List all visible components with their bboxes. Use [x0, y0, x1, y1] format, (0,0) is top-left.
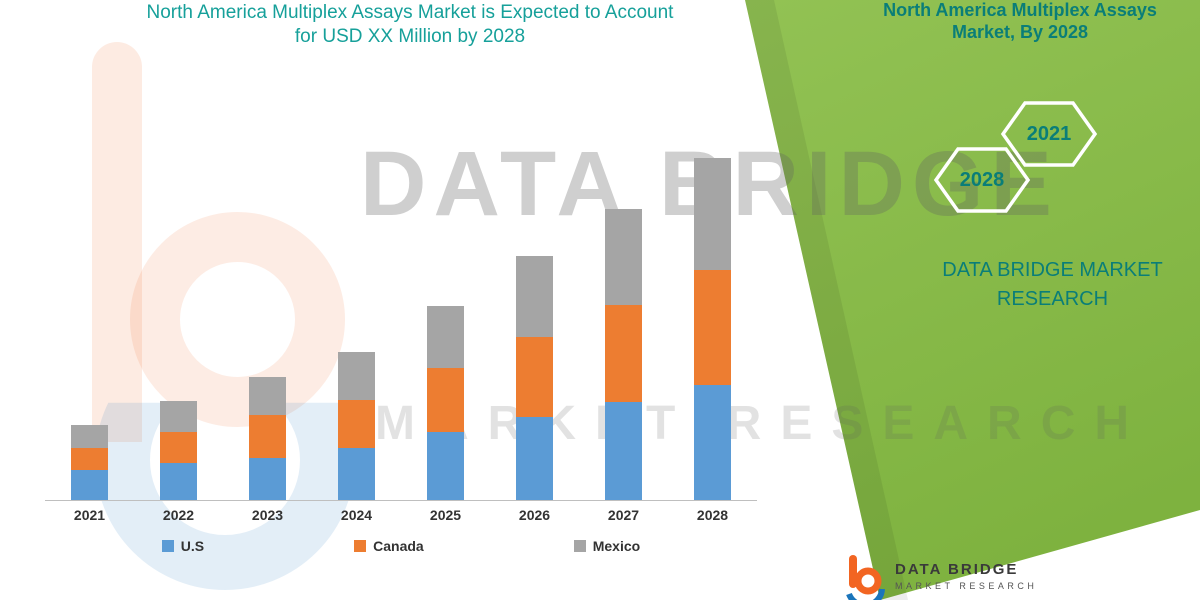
x-label-2022: 2022: [162, 507, 195, 523]
bar-2025-u-s: [427, 432, 464, 500]
side-panel-title: North America Multiplex Assays Market, B…: [850, 0, 1190, 43]
bar-stack-2021: [71, 425, 108, 500]
side-panel-brand-line1: DATA BRIDGE MARKET: [942, 259, 1163, 281]
footer-logo-subname: MARKET RESEARCH: [895, 581, 1038, 591]
hexagon-2028: 2028: [933, 146, 1031, 214]
x-label-2021: 2021: [73, 507, 106, 523]
x-label-2026: 2026: [518, 507, 551, 523]
chart-title-line1: North America Multiplex Assays Market is…: [146, 2, 674, 23]
bar-2022-u-s: [160, 463, 197, 500]
legend-swatch-canada: [354, 540, 367, 552]
bar-group-2022: [134, 151, 223, 500]
data-bridge-logo-icon: [846, 555, 885, 600]
bar-stack-2025: [427, 306, 464, 500]
bar-2026-u-s: [516, 417, 553, 500]
bar-2021-mexico: [71, 425, 108, 448]
bar-stack-2027: [605, 209, 642, 500]
bar-stack-2024: [338, 352, 375, 500]
legend-item-u-s: U.S: [161, 538, 205, 554]
bar-2026-mexico: [516, 256, 553, 337]
bar-stack-2028: [694, 158, 731, 500]
bar-2027-canada: [605, 305, 642, 402]
bar-2028-mexico: [694, 158, 731, 270]
legend-label-mexico: Mexico: [592, 538, 641, 554]
bar-group-2027: [579, 151, 668, 500]
hexagon-2028-outline-icon: [933, 147, 1031, 213]
x-axis-labels: 2021 2022 2023 2024 2025 2026 2027 2028: [45, 507, 757, 523]
side-panel-brand-line2: RESEARCH: [996, 288, 1109, 310]
bar-2025-canada: [427, 368, 464, 432]
bar-2023-u-s: [249, 458, 286, 500]
bar-2024-mexico: [338, 352, 375, 400]
bar-2028-u-s: [694, 385, 731, 500]
side-panel-title-line1: North America Multiplex Assays: [883, 0, 1157, 20]
bar-group-2025: [401, 151, 490, 500]
bar-2024-canada: [338, 400, 375, 448]
bar-group-2024: [312, 151, 401, 500]
bar-2026-canada: [516, 337, 553, 417]
bar-group-2028: [668, 151, 757, 500]
legend-item-canada: Canada: [354, 538, 424, 554]
bar-stack-2023: [249, 377, 286, 500]
legend-label-canada: Canada: [373, 538, 424, 554]
x-label-2023: 2023: [251, 507, 284, 523]
side-panel-brand: DATA BRIDGE MARKET RESEARCH: [905, 256, 1200, 314]
bar-group-2026: [490, 151, 579, 500]
x-label-2024: 2024: [340, 507, 373, 523]
bar-2021-canada: [71, 448, 108, 470]
chart-title: North America Multiplex Assays Market is…: [55, 1, 765, 49]
legend-label-u-s: U.S: [180, 538, 205, 554]
bar-2022-canada: [160, 432, 197, 463]
footer-logo-text: DATA BRIDGE MARKET RESEARCH: [895, 553, 1037, 591]
x-label-2027: 2027: [607, 507, 640, 523]
bar-2025-mexico: [427, 306, 464, 368]
hexagon-2021: 2021: [1000, 100, 1098, 168]
legend-swatch-u-s: [161, 540, 174, 552]
legend-item-mexico: Mexico: [573, 538, 641, 554]
bar-2022-mexico: [160, 401, 197, 432]
x-label-2028: 2028: [696, 507, 729, 523]
bar-2028-canada: [694, 270, 731, 385]
bar-2027-u-s: [605, 402, 642, 500]
bar-2023-canada: [249, 415, 286, 458]
plot-area: [45, 151, 757, 501]
footer-logo-name: DATA BRIDGE: [895, 561, 1019, 578]
legend: U.S Canada Mexico: [45, 538, 757, 554]
bar-stack-2026: [516, 256, 553, 500]
bar-2023-mexico: [249, 377, 286, 415]
hexagon-2028-year: 2028: [959, 168, 1005, 191]
bar-2027-mexico: [605, 209, 642, 305]
side-panel-title-line2: Market, By 2028: [951, 21, 1089, 42]
bar-group-2023: [223, 151, 312, 500]
bar-stack-2022: [160, 401, 197, 500]
footer-logo: DATA BRIDGE MARKET RESEARCH: [843, 553, 1037, 600]
x-label-2025: 2025: [429, 507, 462, 523]
hexagon-2021-year: 2021: [1026, 122, 1072, 145]
chart-title-line2: for USD XX Million by 2028: [294, 25, 526, 47]
bar-group-2021: [45, 151, 134, 500]
legend-swatch-mexico: [573, 540, 586, 552]
hexagon-2021-outline-icon: [1000, 101, 1098, 167]
bar-2024-u-s: [338, 448, 375, 500]
bar-2021-u-s: [71, 470, 108, 500]
